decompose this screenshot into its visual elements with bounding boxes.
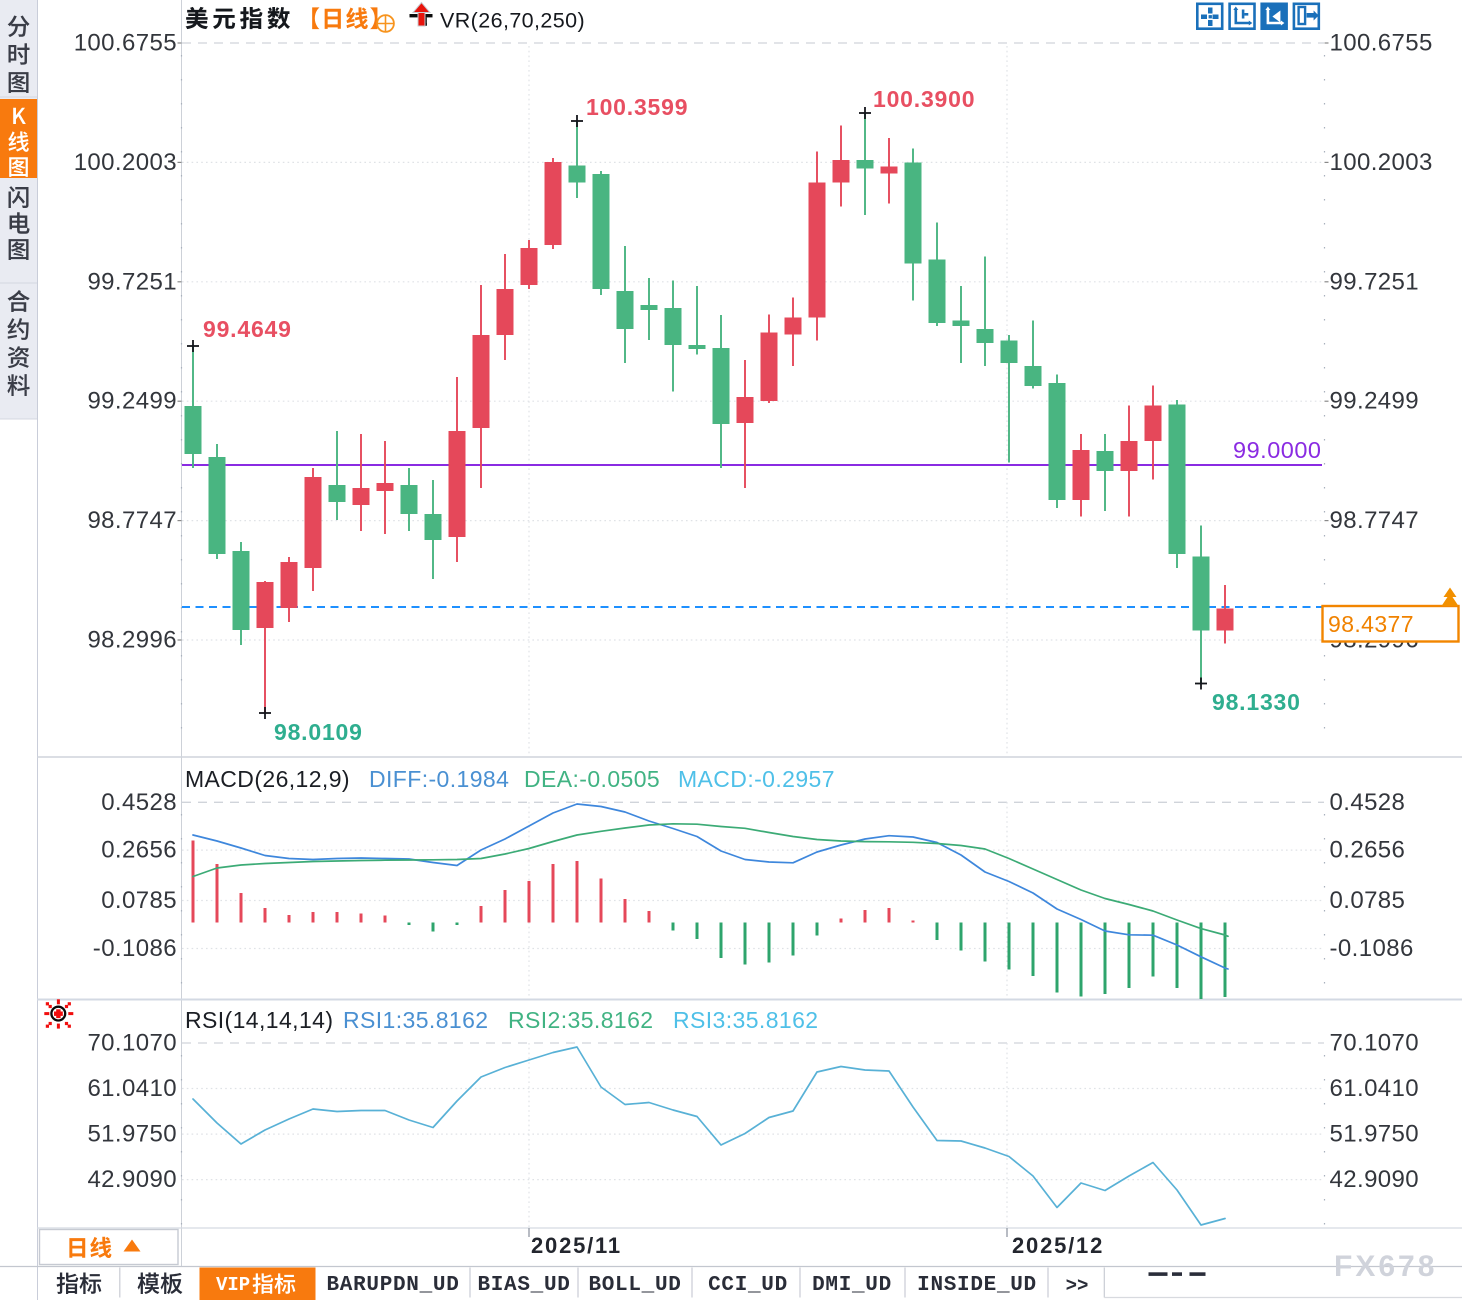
svg-text:DIFF:-0.1984: DIFF:-0.1984 [369, 766, 509, 792]
svg-text:0.4528: 0.4528 [1330, 789, 1406, 816]
svg-text:RSI3:35.8162: RSI3:35.8162 [673, 1007, 818, 1033]
svg-text:INSIDE_UD: INSIDE_UD [917, 1274, 1037, 1297]
svg-text:DMI_UD: DMI_UD [812, 1274, 892, 1297]
svg-text:2025/12: 2025/12 [1012, 1233, 1104, 1258]
svg-text:99.7251: 99.7251 [1330, 268, 1420, 295]
svg-text:-0.1086: -0.1086 [93, 935, 177, 962]
svg-text:RSI1:35.8162: RSI1:35.8162 [343, 1007, 488, 1033]
svg-text:70.1070: 70.1070 [1330, 1030, 1420, 1057]
svg-text:0.2656: 0.2656 [1330, 837, 1406, 864]
svg-text:>>: >> [1066, 1275, 1089, 1297]
svg-text:98.4377: 98.4377 [1328, 611, 1414, 637]
svg-text:51.9750: 51.9750 [1330, 1121, 1420, 1148]
svg-text:0.0785: 0.0785 [101, 887, 177, 914]
svg-text:100.3599: 100.3599 [586, 94, 688, 120]
svg-text:99.2499: 99.2499 [1330, 388, 1420, 415]
svg-text:98.0109: 98.0109 [274, 719, 363, 745]
svg-text:BOLL_UD: BOLL_UD [588, 1274, 681, 1297]
svg-text:100.2003: 100.2003 [74, 149, 177, 176]
svg-text:70.1070: 70.1070 [87, 1030, 177, 1057]
svg-text:99.2499: 99.2499 [87, 388, 177, 415]
svg-text:51.9750: 51.9750 [87, 1121, 177, 1148]
svg-text:MACD(26,12,9): MACD(26,12,9) [185, 766, 350, 792]
svg-text:98.2996: 98.2996 [87, 627, 177, 654]
svg-text:61.0410: 61.0410 [1330, 1075, 1420, 1102]
svg-text:98.7747: 98.7747 [87, 507, 177, 534]
svg-text:0.2656: 0.2656 [101, 837, 177, 864]
svg-text:98.7747: 98.7747 [1330, 507, 1420, 534]
svg-text:100.3900: 100.3900 [873, 86, 975, 112]
svg-text:100.6755: 100.6755 [1330, 30, 1433, 57]
svg-text:BARUPDN_UD: BARUPDN_UD [326, 1274, 459, 1297]
svg-text:42.9090: 42.9090 [1330, 1166, 1420, 1193]
svg-text:RSI2:35.8162: RSI2:35.8162 [508, 1007, 653, 1033]
svg-text:99.4649: 99.4649 [203, 316, 292, 342]
svg-text:100.2003: 100.2003 [1330, 149, 1433, 176]
svg-text:CCI_UD: CCI_UD [708, 1274, 788, 1297]
svg-text:DEA:-0.0505: DEA:-0.0505 [524, 766, 660, 792]
svg-text:99.0000: 99.0000 [1233, 437, 1321, 463]
svg-text:61.0410: 61.0410 [87, 1075, 177, 1102]
svg-text:42.9090: 42.9090 [87, 1166, 177, 1193]
svg-text:98.1330: 98.1330 [1212, 689, 1301, 715]
svg-text:100.6755: 100.6755 [74, 30, 177, 57]
svg-text:VR(26,70,250): VR(26,70,250) [440, 9, 585, 33]
svg-text:BIAS_UD: BIAS_UD [477, 1274, 570, 1297]
svg-text:-0.1086: -0.1086 [1330, 935, 1414, 962]
svg-text:FX678: FX678 [1334, 1250, 1437, 1283]
svg-text:0.0785: 0.0785 [1330, 887, 1406, 914]
svg-text:99.7251: 99.7251 [87, 268, 177, 295]
svg-text:2025/11: 2025/11 [531, 1233, 622, 1258]
svg-text:0.4528: 0.4528 [101, 789, 177, 816]
svg-text:RSI(14,14,14): RSI(14,14,14) [185, 1007, 333, 1033]
svg-text:MACD:-0.2957: MACD:-0.2957 [678, 766, 835, 792]
svg-text:VIP: VIP [216, 1274, 250, 1296]
